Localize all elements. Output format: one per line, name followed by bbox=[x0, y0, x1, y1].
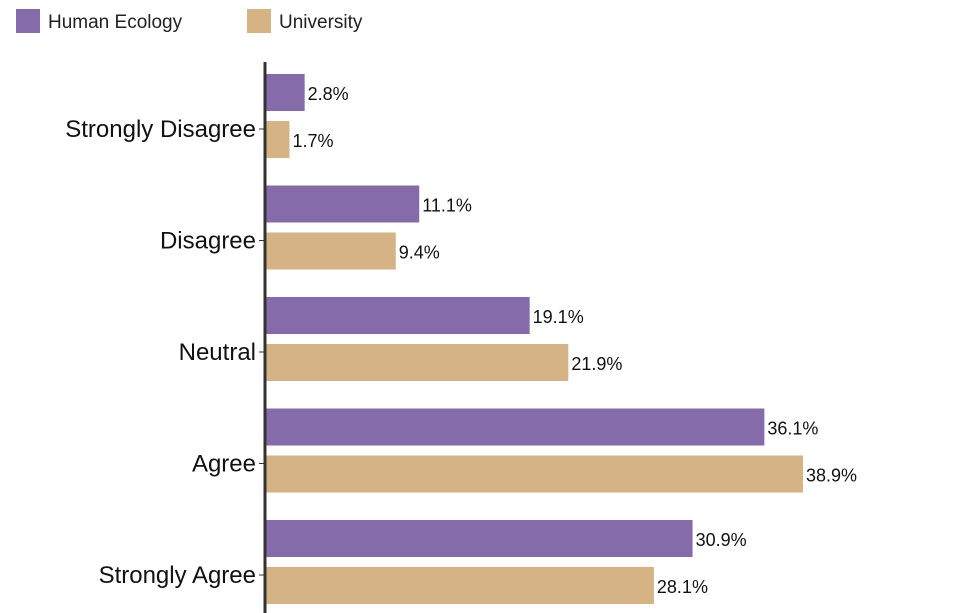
value-label-strongly-disagree-university: 1.7% bbox=[292, 131, 333, 151]
value-label-strongly-disagree-human-ecology: 2.8% bbox=[308, 84, 349, 104]
bar-strongly-disagree-human-ecology bbox=[266, 74, 305, 111]
bar-strongly-agree-university bbox=[266, 567, 654, 604]
legend-label-university: University bbox=[279, 12, 363, 33]
value-label-agree-university: 38.9% bbox=[806, 466, 857, 486]
category-label-strongly-disagree: Strongly Disagree bbox=[65, 116, 256, 143]
value-label-strongly-agree-human-ecology: 30.9% bbox=[696, 530, 747, 550]
legend-swatch-human-ecology bbox=[16, 9, 40, 33]
legend: Human Ecology University bbox=[16, 9, 363, 33]
bars-group: 2.8% 1.7% 11.1% 9.4% 19.1% 21.9% 36.1% 38.9% 30.… bbox=[266, 74, 857, 604]
category-label-neutral: Neutral bbox=[179, 339, 256, 366]
legend-label-human-ecology: Human Ecology bbox=[48, 12, 183, 33]
category-labels: Strongly Disagree Disagree Neutral Agree Str… bbox=[65, 116, 265, 589]
value-label-neutral-university: 21.9% bbox=[571, 354, 622, 374]
legend-swatch-university bbox=[247, 9, 271, 33]
value-label-neutral-human-ecology: 19.1% bbox=[533, 307, 584, 327]
bar-agree-university bbox=[266, 455, 803, 493]
category-label-disagree: Disagree bbox=[160, 228, 256, 255]
bar-neutral-university bbox=[266, 344, 569, 381]
bar-strongly-disagree-university bbox=[266, 121, 290, 158]
category-label-agree: Agree bbox=[192, 451, 256, 478]
category-label-strongly-agree: Strongly Agree bbox=[99, 562, 256, 589]
bar-strongly-agree-human-ecology bbox=[266, 520, 693, 557]
bar-disagree-human-ecology bbox=[266, 185, 420, 223]
bar-agree-human-ecology bbox=[266, 408, 765, 446]
value-label-agree-human-ecology: 36.1% bbox=[767, 419, 818, 439]
value-label-disagree-university: 9.4% bbox=[399, 243, 440, 263]
value-label-strongly-agree-university: 28.1% bbox=[657, 577, 708, 597]
bar-neutral-human-ecology bbox=[266, 297, 530, 334]
value-label-disagree-human-ecology: 11.1% bbox=[422, 196, 472, 216]
bar-disagree-university bbox=[266, 232, 396, 270]
